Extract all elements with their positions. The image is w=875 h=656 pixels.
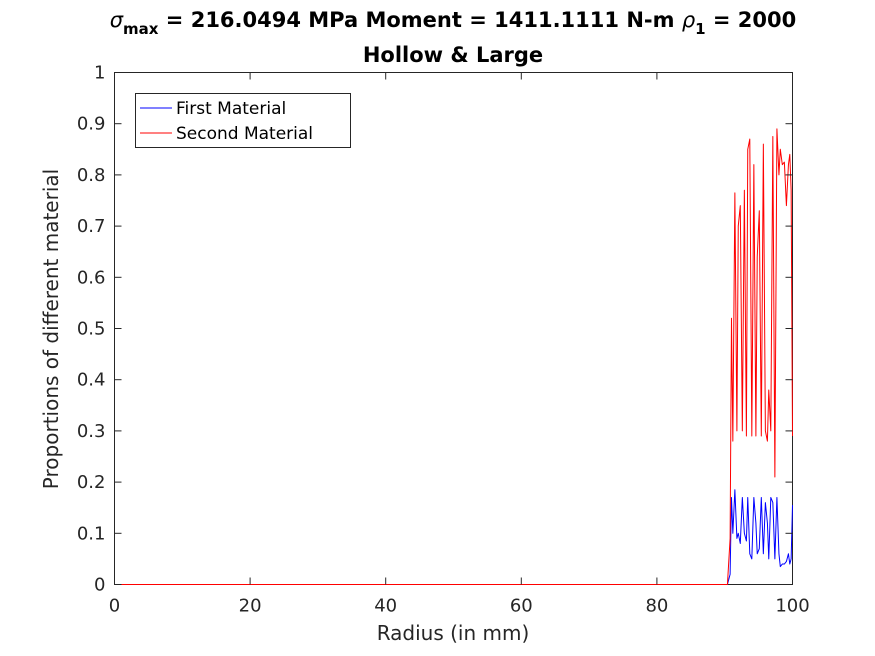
title-rho-symbol: ρ: [682, 8, 696, 32]
x-tick-label: 40: [374, 596, 397, 617]
y-tick-label: 0: [94, 575, 105, 596]
y-tick-label: 0.2: [77, 472, 106, 493]
title-rho-subscript: 1: [695, 20, 705, 38]
title-sigma-subscript: max: [123, 20, 159, 38]
y-tick-label: 0.7: [77, 216, 106, 237]
series-line-first-material: [114, 489, 793, 585]
y-tick-label: 0.9: [77, 114, 106, 135]
chart-title-line2: Hollow & Large: [363, 43, 543, 67]
x-axis: 0 20 40 60 80 100: [109, 72, 810, 617]
y-tick-label: 0.4: [77, 370, 106, 391]
y-tick-label: 0.3: [77, 421, 106, 442]
x-tick-label: 80: [645, 596, 668, 617]
y-tick-label: 0.6: [77, 267, 106, 288]
plot-area: [114, 72, 793, 585]
title-density-value: = 2000: [706, 8, 797, 32]
y-tick-label: 0.5: [77, 319, 106, 340]
legend: First Material Second Material: [135, 93, 351, 148]
series-line-second-material: [114, 128, 793, 585]
x-tick-label: 20: [239, 596, 262, 617]
title-sigma-symbol: σ: [110, 8, 124, 32]
y-tick-label: 0.8: [77, 165, 106, 186]
y-axis-label: Proportions of different material: [39, 169, 63, 489]
x-tick-label: 60: [510, 596, 533, 617]
x-axis-label: Radius (in mm): [377, 621, 530, 645]
legend-label-second-material: Second Material: [176, 124, 313, 144]
y-axis: 0 0.1 0.2 0.3 0.4 0.5 0.6 0.7 0.8 0.9 1: [77, 63, 793, 596]
x-tick-label: 100: [775, 596, 809, 617]
title-main-text: = 216.0494 MPa Moment = 1411.1111 N-m: [158, 8, 681, 32]
chart-title-line1: σmax = 216.0494 MPa Moment = 1411.1111 N…: [110, 8, 797, 38]
legend-label-first-material: First Material: [176, 99, 286, 119]
legend-box: [135, 93, 351, 148]
y-tick-label: 0.1: [77, 523, 106, 544]
series-layer: [114, 128, 793, 585]
x-tick-label: 0: [109, 596, 120, 617]
y-tick-label: 1: [94, 63, 105, 84]
